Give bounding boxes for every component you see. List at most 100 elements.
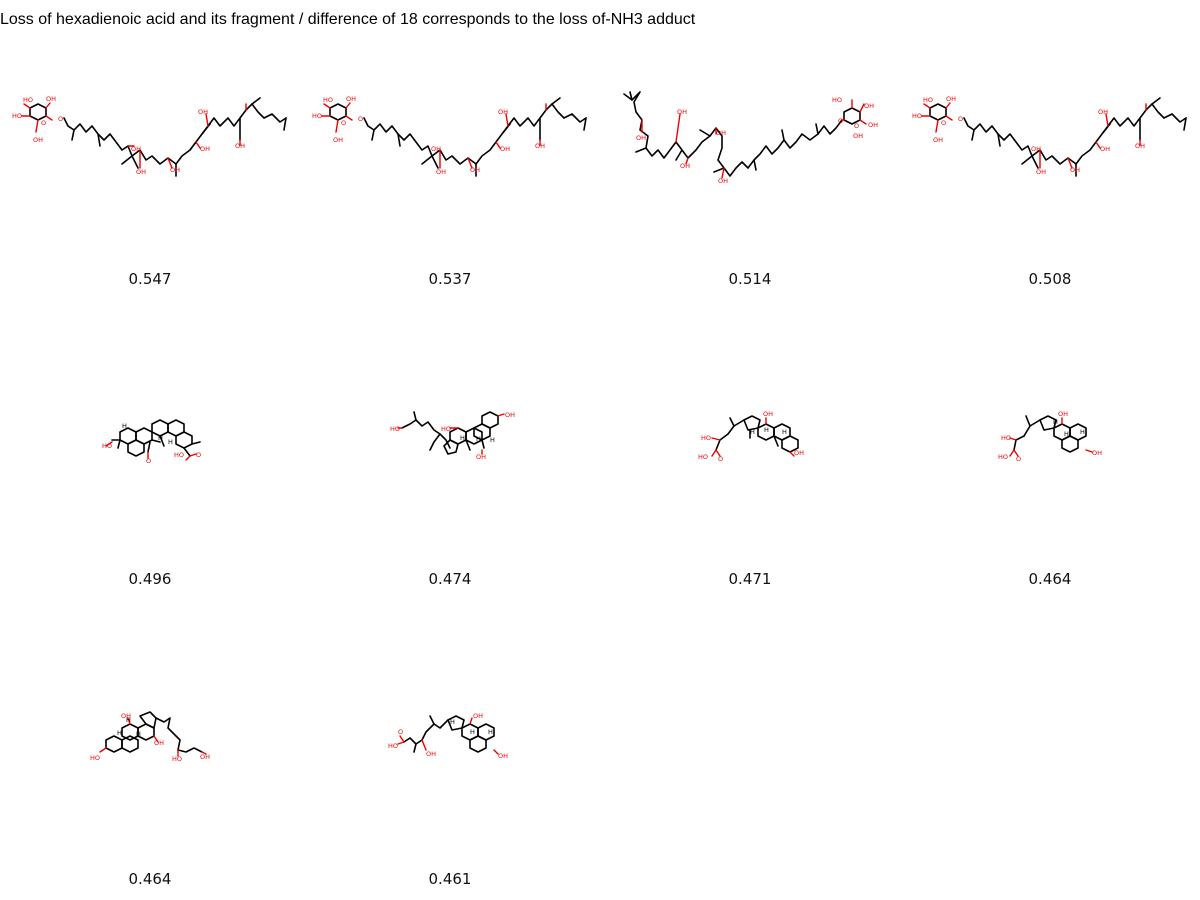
atom-label: H <box>764 426 769 434</box>
atom-label: OH <box>121 712 131 720</box>
atom-label: HO <box>102 442 112 450</box>
similarity-score: 0.547 <box>128 270 172 288</box>
molecule-cell: HO OH HO O O OH <box>300 0 600 300</box>
atom-label: OH <box>431 145 441 153</box>
atom-label: H <box>1080 428 1085 436</box>
molecule-structure: O HO OH H OH H H OH <box>388 712 508 760</box>
atom-label: OH <box>636 134 646 142</box>
atom-label: H <box>168 438 173 446</box>
atom-label: H <box>1064 430 1069 438</box>
molecule-structure: HO H H O H HO O <box>102 419 201 465</box>
atom-label: H <box>122 422 127 430</box>
atom-label: OH <box>1070 166 1080 174</box>
atom-label: OH <box>170 166 180 174</box>
atom-label: O <box>941 119 946 127</box>
atom-label: HO <box>390 425 400 433</box>
similarity-score: 0.474 <box>428 570 472 588</box>
atom-label: OH <box>476 453 486 461</box>
molecule-structure: HO OH HO O O OH <box>12 95 287 177</box>
atom-label: OH <box>346 95 356 103</box>
atom-label: OH <box>1092 449 1102 457</box>
similarity-score: 0.464 <box>128 870 172 888</box>
atom-label: O <box>58 115 63 123</box>
atom-label: OH <box>131 145 141 153</box>
atom-label: HO <box>701 434 711 442</box>
atom-label: OH <box>33 136 43 144</box>
atom-label: OH <box>198 108 208 116</box>
atom-label: OH <box>46 95 56 103</box>
atom-label: OH <box>473 712 483 720</box>
atom-label: H <box>470 728 475 736</box>
atom-label: OH <box>505 411 515 419</box>
atom-label: HO <box>998 453 1008 461</box>
atom-label: H <box>136 730 141 738</box>
molecule-cell: HO OH HO O O OH <box>900 0 1200 300</box>
similarity-score: 0.464 <box>1028 570 1072 588</box>
atom-label: OH <box>498 752 508 760</box>
atom-label: O <box>358 115 363 123</box>
molecule-cell: OH H H H HO OH HO OH 0.464 <box>0 600 300 900</box>
page-title: Loss of hexadienoic acid and its fragmen… <box>0 11 696 28</box>
atom-label: HO <box>441 425 451 433</box>
similarity-score: 0.471 <box>728 570 772 588</box>
molecule-cell: HO H H O H HO O 0.496 <box>0 300 300 600</box>
similarity-score: 0.461 <box>428 870 472 888</box>
atom-label: OH <box>154 739 164 747</box>
similarity-score: 0.537 <box>428 270 472 288</box>
atom-label: O <box>196 451 201 459</box>
atom-label: OH <box>498 108 508 116</box>
atom-label: O <box>41 119 46 127</box>
atom-label: OH <box>933 136 943 144</box>
atom-label: OH <box>853 132 863 140</box>
atom-label: OH <box>677 108 687 116</box>
atom-label: OH <box>470 166 480 174</box>
molecule-structure: HO OH HO O O OH <box>312 95 587 177</box>
atom-label: HO <box>923 96 933 104</box>
atom-label: HO <box>1001 434 1011 442</box>
molecule-structure: HO HO O OH H H H OH <box>698 410 804 463</box>
molecule-cell: HO HO O OH H H H OH 0.464 <box>900 300 1200 600</box>
atom-label: HO <box>23 96 33 104</box>
molecule-cell: HO OH HO O O OH <box>0 0 300 300</box>
atom-label: OH <box>1058 410 1068 418</box>
atom-label: OH <box>680 162 690 170</box>
atom-label: OH <box>436 168 446 176</box>
atom-label: H <box>117 729 122 737</box>
atom-label: OH <box>1098 108 1108 116</box>
atom-label: H <box>490 436 495 444</box>
atom-label: H <box>450 718 455 726</box>
atom-label: OH <box>864 102 874 110</box>
molecule-structure: OH OH OH OH OH HO OH OH O O OH <box>623 91 878 185</box>
atom-label: HO <box>12 112 22 120</box>
atom-label: H <box>126 716 131 724</box>
atom-label: H <box>158 434 163 442</box>
atom-label: H <box>460 434 465 442</box>
molecule-structure: OH H H H HO OH HO OH <box>90 711 210 763</box>
atom-label: OH <box>946 95 956 103</box>
atom-label: OH <box>500 145 510 153</box>
molecule-structure: HO OH HO O O OH <box>912 95 1187 177</box>
molecule-cell: OH OH OH OH OH HO OH OH O O OH 0.514 <box>600 0 900 300</box>
atom-label: OH <box>1135 142 1145 150</box>
molecule-cell: HO HO O OH H H H OH 0.471 <box>600 300 900 600</box>
atom-label: HO <box>172 755 182 763</box>
atom-label: OH <box>716 129 726 137</box>
similarity-score: 0.496 <box>128 570 172 588</box>
molecule-structure: HO HO H H OH H OH <box>390 411 515 461</box>
atom-label: H <box>1053 418 1058 426</box>
atom-label: OH <box>1036 168 1046 176</box>
similarity-score: 0.514 <box>728 270 772 288</box>
atom-label: H <box>488 728 493 736</box>
atom-label: HO <box>323 96 333 104</box>
atom-label: O <box>146 457 151 465</box>
atom-label: O <box>398 728 403 736</box>
atom-label: OH <box>235 142 245 150</box>
atom-label: OH <box>763 410 773 418</box>
atom-label: H <box>782 428 787 436</box>
atom-label: HO <box>698 453 708 461</box>
atom-label: OH <box>1031 145 1041 153</box>
similarity-score: 0.508 <box>1028 270 1072 288</box>
atom-label: OH <box>200 753 210 761</box>
atom-label: O <box>1016 455 1021 463</box>
atom-label: O <box>341 119 346 127</box>
